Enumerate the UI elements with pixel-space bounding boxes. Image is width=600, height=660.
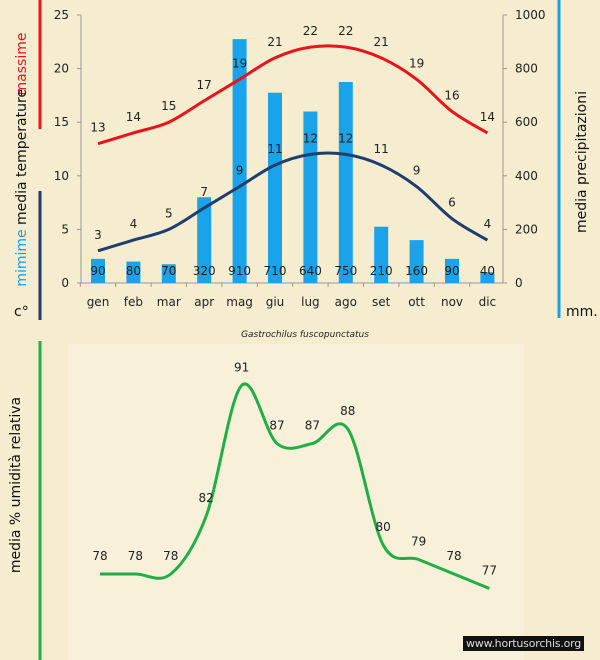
max-temp-label: 21 xyxy=(374,35,389,49)
left-tick-label: 0 xyxy=(61,276,69,290)
max-temp-label: 15 xyxy=(161,99,176,113)
precip-bar xyxy=(197,197,212,283)
humidity-label: 91 xyxy=(234,361,249,375)
max-temp-label: 17 xyxy=(197,78,212,92)
max-temp-label: 19 xyxy=(232,56,247,70)
precip-bar-label: 750 xyxy=(334,264,357,278)
min-temp-label: 9 xyxy=(413,164,421,178)
min-temp-label: 3 xyxy=(94,228,102,242)
month-label: feb xyxy=(124,295,143,309)
right-tick-label: 800 xyxy=(515,62,538,76)
watermark: www.hortusorchis.org xyxy=(463,636,585,651)
humidity-label: 79 xyxy=(411,535,426,549)
precip-bar-label: 90 xyxy=(90,264,105,278)
humidity-label: 78 xyxy=(163,549,178,563)
min-temp-label: 12 xyxy=(303,131,318,145)
max-temp-line xyxy=(97,44,489,146)
max-temp-label: 16 xyxy=(444,88,459,102)
humidity-label: 82 xyxy=(199,491,214,505)
precip-bar-label: 70 xyxy=(161,264,176,278)
humidity-label: 78 xyxy=(446,549,461,563)
month-label: set xyxy=(372,295,391,309)
month-label: dic xyxy=(479,295,497,309)
month-label: gen xyxy=(87,295,110,309)
humidity-label: 78 xyxy=(128,549,143,563)
precip-bar xyxy=(91,258,105,283)
precip-bar xyxy=(374,226,389,283)
max-temp-label: 21 xyxy=(267,35,282,49)
max-temp-label: 19 xyxy=(409,56,424,70)
precip-bar xyxy=(409,240,424,283)
label-media-temperature: media temperature xyxy=(14,89,30,225)
month-label: mag xyxy=(226,295,253,309)
humidity-label: 77 xyxy=(482,564,497,578)
min-temp-label: 11 xyxy=(267,142,282,156)
precip-bar xyxy=(445,258,459,283)
left-tick-label: 20 xyxy=(54,62,69,76)
right-tick-label: 1000 xyxy=(515,8,546,22)
humidity-label: 88 xyxy=(340,404,355,418)
label-mimime: mimime xyxy=(14,229,30,286)
humidity-label: 80 xyxy=(376,520,391,534)
right-tick-label: 0 xyxy=(515,276,523,290)
precip-bar-label: 320 xyxy=(193,264,216,278)
left-tick-label: 15 xyxy=(54,115,69,129)
precip-bar xyxy=(480,272,495,283)
min-temp-label: 6 xyxy=(448,196,456,210)
precip-bar xyxy=(232,39,247,284)
month-label: nov xyxy=(441,295,463,309)
label-massime: massime xyxy=(14,33,30,96)
max-temp-label: 22 xyxy=(303,24,318,38)
left-tick-label: 10 xyxy=(54,169,69,183)
precip-bar xyxy=(338,82,353,283)
precip-bar xyxy=(268,92,282,283)
min-temp-line xyxy=(97,151,489,253)
chart-title: Gastrochilus fuscopunctatus xyxy=(241,330,369,340)
left-tick-label: 5 xyxy=(61,222,69,236)
right-tick-label: 600 xyxy=(515,115,538,129)
max-temp-label: 14 xyxy=(126,110,141,124)
month-label: giu xyxy=(266,295,285,309)
humidity-panel xyxy=(68,344,524,660)
max-temp-label: 14 xyxy=(480,110,495,124)
min-temp-label: 12 xyxy=(338,131,353,145)
precip-bar-label: 90 xyxy=(444,264,459,278)
right-tick-label: 400 xyxy=(515,169,538,183)
right-tick-label: 200 xyxy=(515,222,538,236)
humidity-label: 87 xyxy=(269,419,284,433)
min-temp-label: 7 xyxy=(200,185,208,199)
precip-bar xyxy=(161,264,176,283)
month-label: mar xyxy=(157,295,181,309)
month-label: ott xyxy=(408,295,425,309)
humidity-line xyxy=(100,382,490,590)
precip-bar-label: 710 xyxy=(264,264,287,278)
precip-bar-label: 80 xyxy=(126,264,141,278)
precip-bar-label: 160 xyxy=(405,264,428,278)
left-tick-label: 25 xyxy=(54,8,69,22)
min-temp-label: 5 xyxy=(165,206,173,220)
precip-bar xyxy=(126,261,141,283)
max-temp-label: 22 xyxy=(338,24,353,38)
month-label: lug xyxy=(301,295,320,309)
label-umidita: media % umidità relativa xyxy=(8,397,24,573)
max-temp-label: 13 xyxy=(90,121,105,135)
precip-bar-label: 210 xyxy=(370,264,393,278)
min-temp-label: 9 xyxy=(236,164,244,178)
month-label: apr xyxy=(194,295,214,309)
label-media-precipitazioni: media precipitazioni xyxy=(574,91,590,233)
precip-bar-label: 910 xyxy=(228,264,251,278)
min-temp-label: 4 xyxy=(130,217,138,231)
label-celsius: c° xyxy=(14,304,29,320)
precip-bar-label: 40 xyxy=(480,264,495,278)
min-temp-label: 11 xyxy=(374,142,389,156)
label-mm: mm. xyxy=(566,304,598,320)
month-label: ago xyxy=(335,295,357,309)
min-temp-label: 4 xyxy=(484,217,492,231)
humidity-label: 87 xyxy=(305,419,320,433)
humidity-label: 78 xyxy=(92,549,107,563)
precip-bar-label: 640 xyxy=(299,264,322,278)
